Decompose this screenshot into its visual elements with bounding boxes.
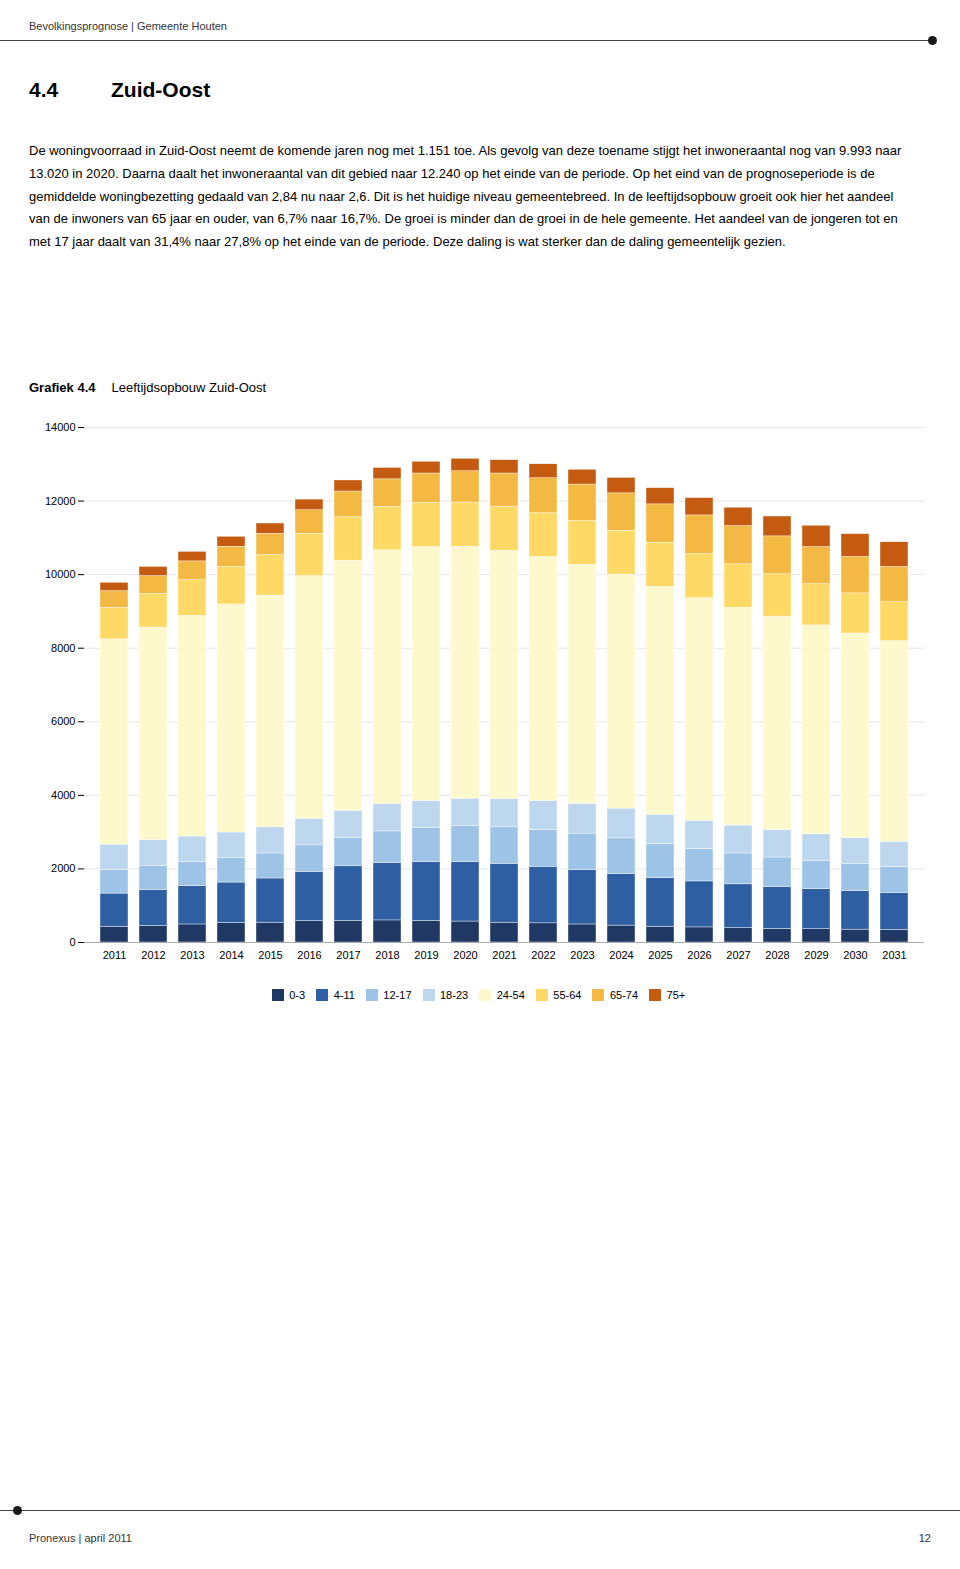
svg-text:2016: 2016 xyxy=(297,949,321,961)
svg-text:2014: 2014 xyxy=(219,949,243,961)
svg-text:2015: 2015 xyxy=(258,949,282,961)
html-text:Pronexus | april 2011: Pronexus | april 2011 xyxy=(29,1532,132,1544)
svg-text:2022: 2022 xyxy=(531,949,555,961)
svg-text:2026: 2026 xyxy=(687,949,711,961)
svg-text:10000: 10000 xyxy=(45,568,76,580)
svg-text:2023: 2023 xyxy=(570,949,594,961)
svg-text:2029: 2029 xyxy=(804,949,828,961)
svg-text:2020: 2020 xyxy=(453,949,477,961)
svg-text:2030: 2030 xyxy=(843,949,867,961)
html-text:12: 12 xyxy=(918,1532,931,1544)
svg-text:2021: 2021 xyxy=(492,949,516,961)
svg-text:2025: 2025 xyxy=(648,949,672,961)
svg-text:2027: 2027 xyxy=(726,949,750,961)
svg-text:2018: 2018 xyxy=(375,949,399,961)
html-text:Leeftijdsopbouw Zuid-Oost: Leeftijdsopbouw Zuid-Oost xyxy=(111,380,267,395)
svg-text:4000: 4000 xyxy=(51,789,75,801)
html-text:55-64: 55-64 xyxy=(553,988,582,1001)
html-text:Bevolkingsprognose | Gemeente: Bevolkingsprognose | Gemeente Houten xyxy=(29,20,227,32)
svg-text:2013: 2013 xyxy=(180,949,204,961)
svg-text:2031: 2031 xyxy=(882,949,906,961)
svg-text:2024: 2024 xyxy=(609,949,633,961)
html-text:18-23: 18-23 xyxy=(440,988,469,1001)
html-text:12-17: 12-17 xyxy=(383,988,412,1001)
html-text:24-54: 24-54 xyxy=(496,988,525,1001)
html-text:4-11: 4-11 xyxy=(333,988,355,1001)
html-text:Zuid-Oost: Zuid-Oost xyxy=(111,78,211,101)
svg-text:2011: 2011 xyxy=(103,949,127,961)
svg-text:0: 0 xyxy=(69,936,75,948)
svg-text:2000: 2000 xyxy=(51,862,75,874)
svg-text:14000: 14000 xyxy=(45,421,76,433)
html-text:4.4: 4.4 xyxy=(29,78,59,101)
svg-text:2017: 2017 xyxy=(336,949,360,961)
html-text:75+: 75+ xyxy=(666,988,686,1001)
svg-text:12000: 12000 xyxy=(45,495,76,507)
svg-text:2012: 2012 xyxy=(141,949,165,961)
svg-text:2019: 2019 xyxy=(414,949,438,961)
svg-text:2028: 2028 xyxy=(765,949,789,961)
html-text:De woningvoorraad in Zuid-Oost: De woningvoorraad in Zuid-Oost neemt de … xyxy=(29,143,902,249)
html-text:0-3: 0-3 xyxy=(289,988,306,1001)
html-text:Grafiek 4.4: Grafiek 4.4 xyxy=(29,380,96,395)
svg-text:6000: 6000 xyxy=(51,715,75,727)
html-text:65-74: 65-74 xyxy=(609,988,639,1001)
svg-text:8000: 8000 xyxy=(51,642,75,654)
